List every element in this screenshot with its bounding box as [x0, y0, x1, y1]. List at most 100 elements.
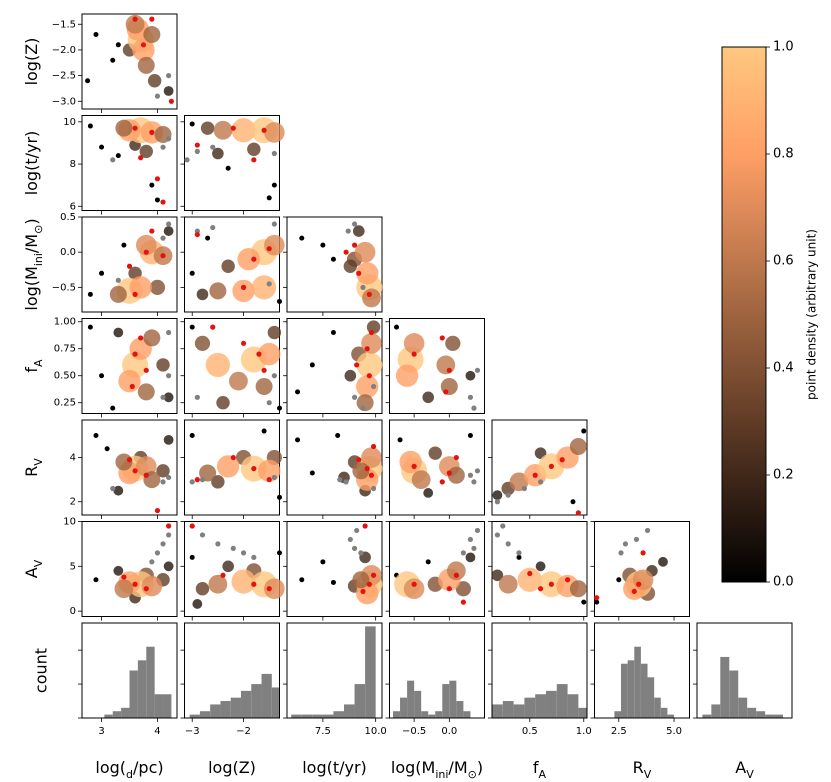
density-point	[277, 298, 282, 304]
red-point	[366, 373, 372, 379]
density-point	[320, 242, 326, 248]
red-point	[149, 16, 155, 22]
grey-point	[471, 479, 477, 485]
density-point	[87, 123, 93, 129]
density-point	[221, 259, 235, 273]
red-point	[154, 507, 161, 514]
panel-frame	[81, 521, 178, 617]
grey-point	[210, 224, 216, 231]
hist-bar	[524, 697, 536, 718]
label-part: log(Z)	[22, 38, 41, 86]
red-point	[194, 231, 200, 238]
density-point	[395, 364, 419, 387]
red-point	[256, 351, 262, 357]
density-point	[93, 432, 99, 438]
density-point	[491, 569, 504, 582]
density-point	[93, 32, 99, 38]
panel-frame	[594, 521, 690, 617]
density-point	[425, 559, 431, 565]
grey-point	[494, 499, 500, 505]
density-point	[231, 118, 256, 143]
density-point	[118, 369, 141, 393]
x-tick-label: −2	[236, 726, 251, 737]
red-point	[160, 253, 166, 259]
y-tick-label: −2.5	[52, 71, 76, 82]
hist-bar	[545, 690, 557, 718]
density-point	[87, 324, 93, 330]
density-point	[114, 579, 134, 599]
hist-bar	[729, 670, 739, 718]
y-tick-label: 2	[70, 497, 76, 508]
red-point	[126, 263, 133, 269]
hist-bar	[421, 711, 429, 718]
red-point	[132, 291, 138, 298]
density-point	[362, 288, 381, 308]
hist-bar	[344, 704, 355, 718]
grey-point	[516, 550, 522, 556]
grey-point	[166, 373, 172, 379]
grey-point	[633, 536, 640, 543]
x-tick-label: 3	[98, 726, 104, 737]
grey-point	[460, 550, 466, 556]
density-point	[194, 335, 211, 351]
grey-point	[505, 492, 511, 498]
red-point	[266, 477, 272, 483]
x-tick-label: 7.5	[315, 726, 331, 737]
red-point	[143, 367, 149, 373]
hist-bar	[112, 711, 122, 718]
red-point	[439, 479, 445, 485]
hist-bar	[240, 690, 252, 718]
red-point	[132, 351, 138, 357]
hist-bar	[463, 711, 471, 718]
hist-bar	[556, 684, 568, 718]
hist-bar	[774, 714, 784, 718]
grey-point	[149, 559, 155, 565]
density-point	[132, 38, 155, 62]
label-part: log(M	[391, 758, 435, 777]
grey-point	[154, 93, 161, 99]
density-point	[137, 56, 155, 74]
grey-point	[467, 394, 474, 400]
density-point	[85, 78, 91, 84]
density-point	[229, 371, 248, 391]
panel-frame	[81, 318, 178, 414]
y-tick-label: 4	[70, 453, 76, 464]
density-point	[330, 579, 336, 585]
density-point	[498, 574, 518, 594]
panel-frame	[81, 115, 178, 211]
y-tick-label: 0.50	[54, 371, 76, 382]
hist-bar	[765, 714, 775, 718]
axis-label: log(Mini/M⊙)	[391, 758, 483, 781]
red-point	[360, 588, 366, 595]
density-point	[616, 577, 622, 583]
red-point	[138, 335, 144, 341]
grey-point	[471, 405, 477, 411]
hist-bar	[449, 680, 457, 718]
density-point	[121, 242, 127, 248]
label-part: A	[22, 567, 41, 578]
grey-point	[360, 405, 366, 411]
label-part: log(t/yr)	[22, 131, 41, 196]
red-point	[446, 367, 452, 373]
hist-bar	[640, 663, 648, 718]
red-point	[220, 572, 226, 578]
density-point	[232, 279, 255, 303]
colorbar-tick-label: 0.4	[773, 361, 794, 376]
grey-point	[210, 144, 216, 150]
density-point	[403, 578, 425, 600]
grey-point	[160, 144, 166, 150]
density-point	[163, 392, 174, 403]
density-point	[399, 450, 422, 474]
red-point	[140, 42, 147, 48]
red-point	[251, 157, 257, 163]
hist-bar	[428, 714, 436, 718]
hist-bar	[365, 626, 376, 718]
density-point	[211, 475, 225, 489]
grey-point	[622, 541, 629, 547]
hist-bar	[456, 701, 464, 718]
panel-frame	[184, 216, 280, 313]
density-point	[208, 574, 228, 594]
red-point	[351, 242, 358, 248]
hist-bar	[129, 670, 138, 718]
y-tick-label: 1.00	[54, 317, 76, 328]
